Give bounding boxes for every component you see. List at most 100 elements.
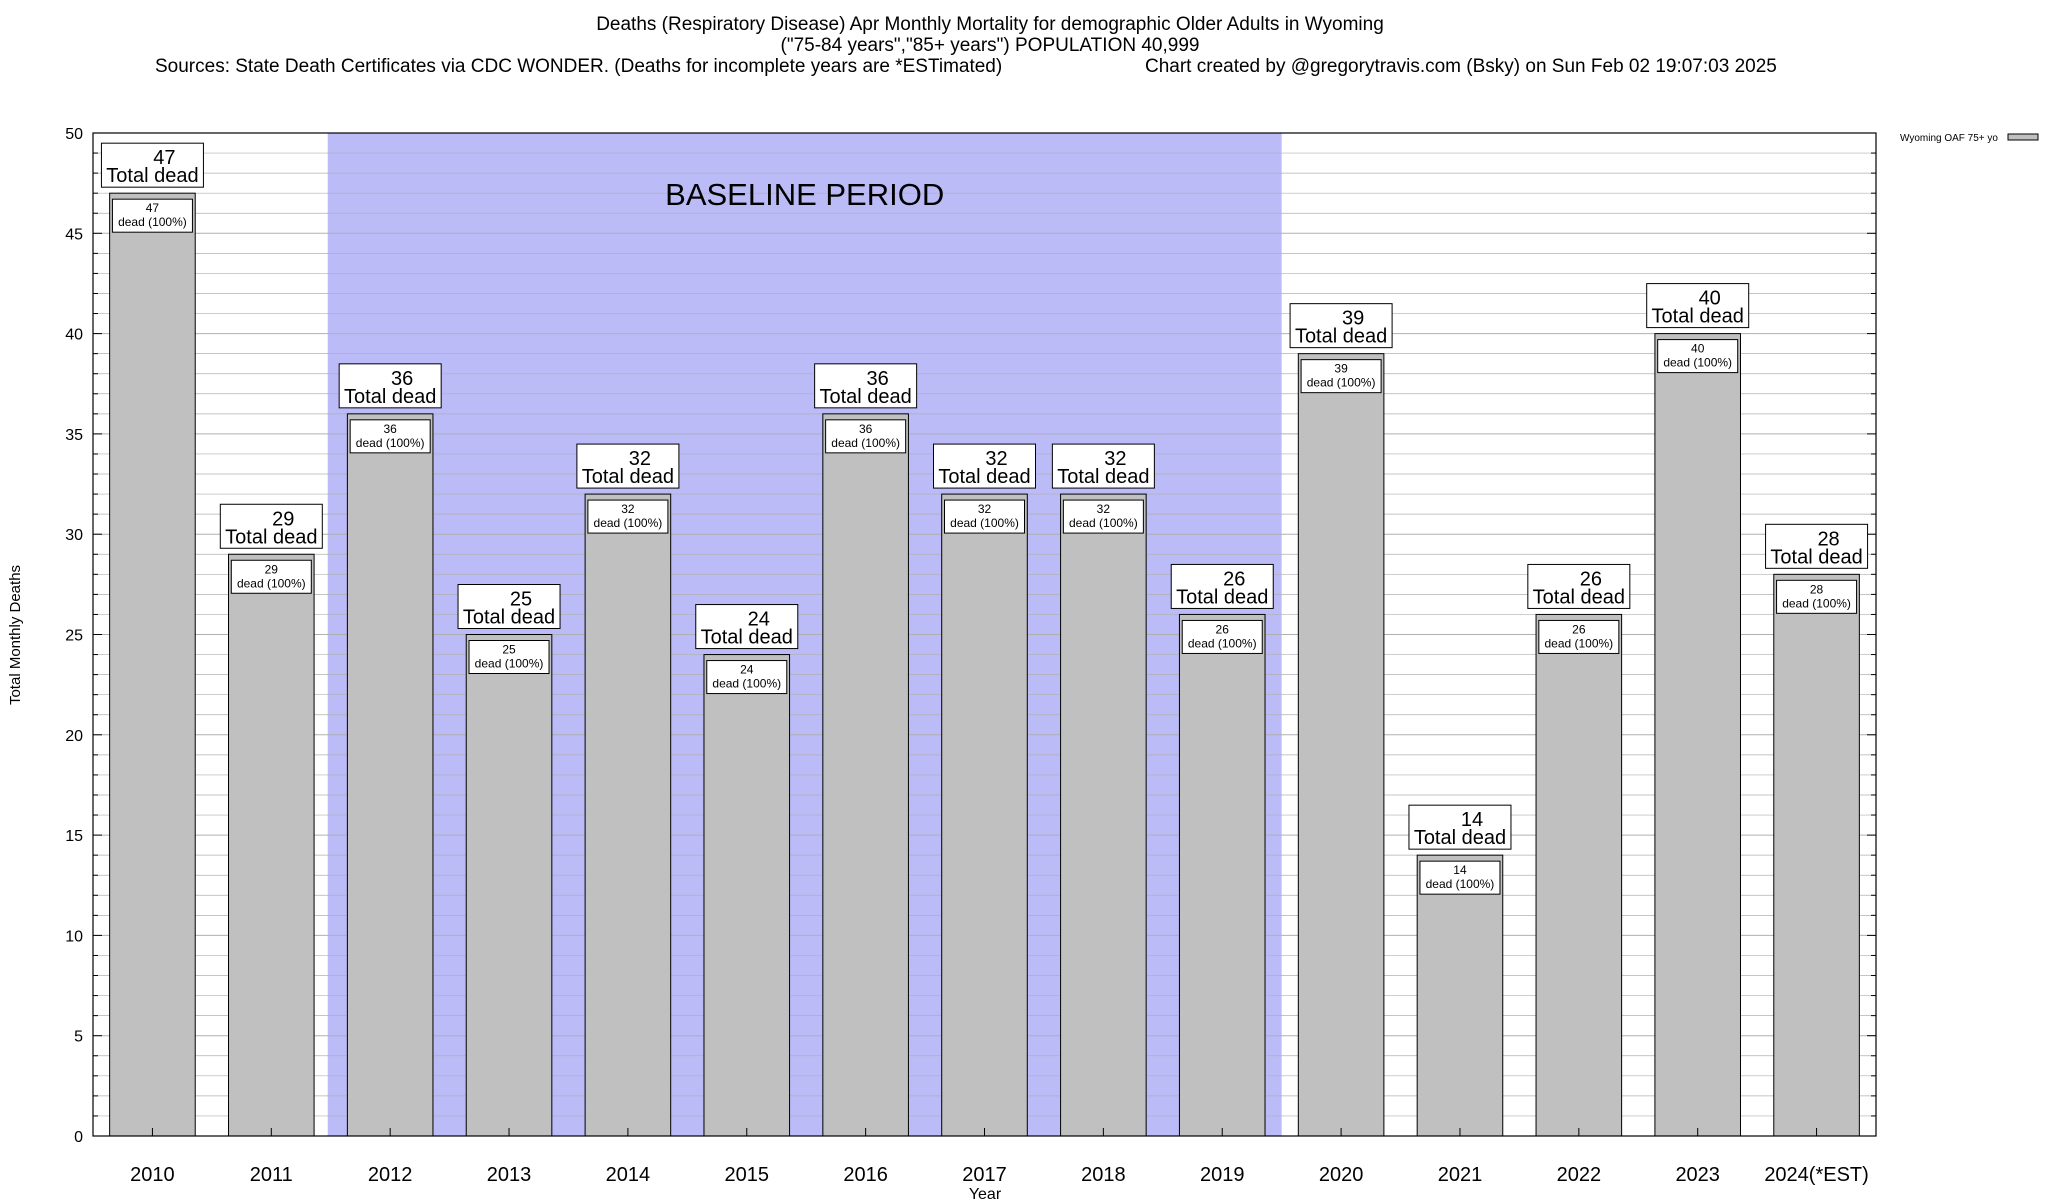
top-suffix-label: Total dead [1057,466,1149,488]
top-suffix-label: Total dead [225,526,317,548]
top-suffix-label: Total dead [1770,546,1862,568]
top-label-box [1765,523,1869,569]
inner-suffix-label: dead (100%) [831,436,900,450]
inner-label-box [230,559,312,594]
y-tick-label: 15 [65,828,83,845]
inner-suffix-label: dead (100%) [1663,356,1732,370]
top-label-box [695,604,799,650]
top-label-box [1646,283,1750,329]
x-tick-label: 2016 [843,1164,888,1186]
inner-value-label: 39 [1334,362,1348,376]
legend-label: Wyoming OAF 75+ yo [1900,133,1998,144]
inner-suffix-label: dead (100%) [712,677,781,691]
bar-2020 [1297,353,1385,1137]
x-tick-label: 2023 [1675,1164,1720,1186]
y-tick-label: 35 [65,427,83,444]
inner-value-label: 28 [1810,582,1824,596]
y-axis-title: Total Monthly Deaths [7,565,24,705]
inner-value-label: 14 [1453,863,1467,877]
inner-suffix-label: dead (100%) [1188,636,1257,650]
top-value-label: 39 [1342,308,1364,330]
y-tick-label: 40 [65,327,83,344]
top-label-box [933,443,1036,489]
inner-value-label: 24 [740,663,754,677]
x-tick-label: 2013 [487,1164,532,1186]
top-value-label: 36 [867,368,889,390]
top-suffix-label: Total dead [1295,326,1387,348]
inner-value-label: 32 [1097,502,1111,516]
inner-suffix-label: dead (100%) [1782,596,1851,610]
top-label-box [219,503,323,549]
y-tick-label: 50 [65,126,83,143]
bar-2010 [109,192,196,1137]
bar-2012 [346,413,434,1137]
inner-value-label: 32 [978,502,992,516]
inner-label-box [1657,339,1739,374]
inner-suffix-label: dead (100%) [594,516,663,530]
inner-suffix-label: dead (100%) [1069,516,1138,530]
top-suffix-label: Total dead [819,386,911,408]
y-tick-label: 45 [65,226,83,243]
top-label-box [1527,563,1631,609]
top-label-box [814,363,918,409]
x-axis-title: Year [969,1186,1002,1200]
inner-value-label: 47 [146,201,160,215]
x-tick-label: 2010 [130,1164,175,1186]
top-suffix-label: Total dead [1652,306,1744,328]
top-suffix-label: Total dead [701,627,793,649]
inner-label-box [825,419,907,454]
bar-2016 [822,413,909,1137]
inner-value-label: 26 [1572,622,1586,636]
x-tick-label: 2022 [1557,1164,1602,1186]
bar-2022 [1535,613,1623,1137]
chart-sources: Sources: State Death Certificates via CD… [155,56,1002,77]
bar-2013 [465,634,553,1137]
chart-credit: Chart created by @gregorytravis.com (Bsk… [1145,56,1777,77]
bar-2015 [703,654,791,1137]
bar-2019 [1178,613,1266,1137]
inner-label-box [1419,860,1501,895]
inner-label-box [468,640,550,674]
inner-label-box [1776,579,1858,614]
top-value-label: 28 [1817,528,1839,550]
inner-value-label: 36 [859,422,873,436]
top-value-label: 47 [153,147,175,169]
legend: Wyoming OAF 75+ yo [1900,133,2039,144]
top-suffix-label: Total dead [1414,827,1506,849]
bar-2017 [941,493,1028,1137]
bar-2011 [228,553,315,1137]
inner-label-box [1300,359,1382,394]
plot-frame [92,132,1877,1137]
top-label-box [457,584,561,629]
bar-2023 [1654,333,1741,1137]
top-label-box [1408,804,1512,850]
x-tick-label: 2021 [1438,1164,1483,1186]
top-value-label: 32 [629,448,651,470]
x-tick-label: 2019 [1200,1164,1245,1186]
bar-2024(*EST) [1773,573,1860,1137]
top-value-label: 32 [985,448,1007,470]
top-label-box [1170,563,1274,609]
inner-label-box [1538,619,1620,654]
inner-value-label: 32 [621,502,635,516]
y-tick-label: 5 [74,1029,83,1046]
top-value-label: 32 [1104,448,1126,470]
inner-label-box [587,499,669,534]
top-suffix-label: Total dead [582,466,674,488]
top-suffix-label: Total dead [463,607,555,629]
x-tick-label: 2024(*EST) [1764,1164,1869,1186]
top-value-label: 14 [1461,809,1483,831]
y-tick-label: 30 [65,527,83,544]
legend-swatch [2007,133,2039,141]
top-suffix-label: Total dead [344,386,436,408]
top-value-label: 36 [391,368,413,390]
y-tick-label: 10 [65,928,83,945]
x-tick-label: 2015 [725,1164,770,1186]
top-label-box [576,443,680,489]
top-value-label: 26 [1580,568,1602,590]
inner-suffix-label: dead (100%) [475,657,544,671]
inner-suffix-label: dead (100%) [950,516,1019,530]
y-tick-label: 20 [65,728,83,745]
inner-value-label: 40 [1691,342,1705,356]
